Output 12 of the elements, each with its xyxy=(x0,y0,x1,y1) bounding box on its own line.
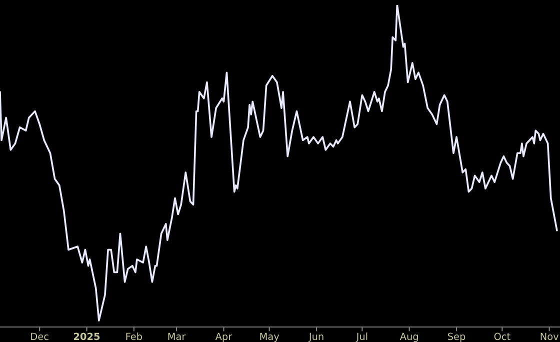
x-tick-label: Jun xyxy=(308,332,324,342)
x-tick-label: Aug xyxy=(400,332,418,342)
x-tick-label: Dec xyxy=(31,332,48,340)
x-tick-label: 2025 xyxy=(74,332,100,340)
x-tick-label: Jul xyxy=(356,332,368,342)
x-tick-label: Oct xyxy=(494,332,510,340)
x-tick-label: Feb xyxy=(126,332,142,340)
x-tick-label: Nov xyxy=(540,332,559,340)
x-tick-label: Mar xyxy=(168,332,186,340)
x-tick-label: May xyxy=(260,332,280,342)
x-tick-label: Apr xyxy=(215,332,232,342)
x-tick-label: Sep xyxy=(448,332,466,342)
